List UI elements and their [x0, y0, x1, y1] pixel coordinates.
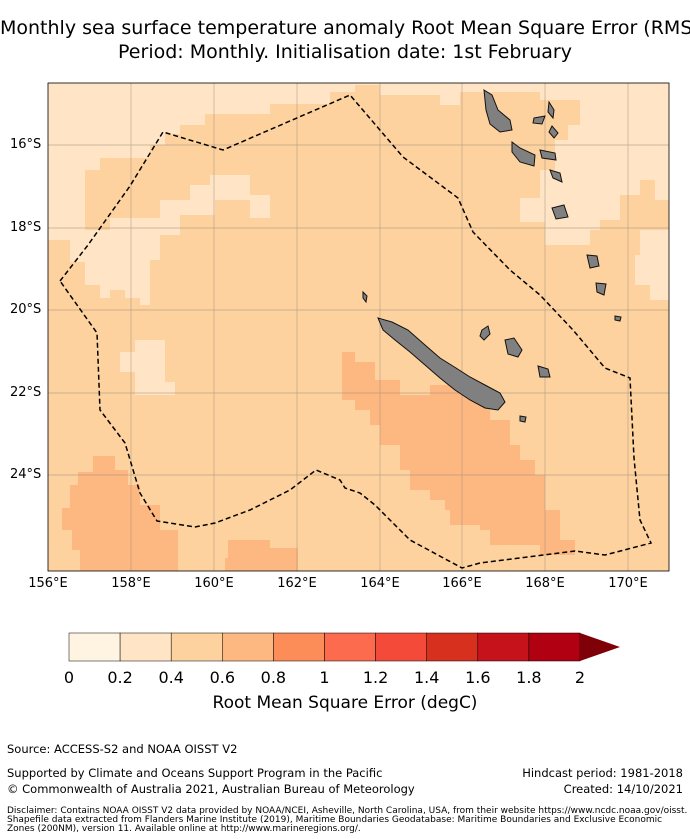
lat-label-20s: 20°S: [10, 302, 42, 317]
lon-label-162e: 162°E: [277, 576, 317, 591]
support-text: Supported by Climate and Oceans Support …: [7, 766, 383, 780]
graticule: [48, 83, 669, 571]
lon-label-170e: 170°E: [608, 576, 648, 591]
lon-label-156e: 156°E: [28, 576, 68, 591]
lon-label-160e: 160°E: [194, 576, 234, 591]
colorbar-bin: [273, 632, 325, 662]
colorbar-tick-label: 0.4: [158, 668, 184, 687]
high-rmse-region: [62, 352, 575, 571]
colorbar-tick-label: 1.8: [516, 668, 542, 687]
lon-label-168e: 168°E: [525, 576, 565, 591]
new-caledonia: [377, 317, 506, 411]
disclaimer-line-3: Zones (200NM), version 11. Available onl…: [7, 824, 361, 834]
colorbar-extend-arrow: [580, 633, 620, 661]
map-figure: [47, 82, 670, 662]
lat-label-16s: 16°S: [10, 137, 42, 152]
lat-label-18s: 18°S: [10, 220, 42, 235]
colorbar-bin: [170, 632, 223, 662]
colorbar-bin: [375, 632, 427, 662]
colorbar-bin: [528, 632, 581, 662]
colorbar-bin: [426, 632, 479, 662]
disclaimer-line-2: Shapefile data extracted from Flanders M…: [7, 815, 663, 825]
lon-label-166e: 166°E: [442, 576, 482, 591]
copyright-text: © Commonwealth of Australia 2021, Austra…: [7, 782, 415, 796]
colorbar-bin: [477, 632, 530, 662]
eez-boundary: [59, 94, 653, 569]
colorbar-tick-label: 2: [574, 668, 586, 687]
colorbar-tick-label: 0.8: [260, 668, 287, 687]
colorbar-tick-label: 0.2: [107, 668, 133, 687]
lon-label-158e: 158°E: [111, 576, 151, 591]
colorbar-tick-label: 0.6: [209, 668, 236, 687]
low-rmse-region: [48, 83, 669, 395]
colorbar-label: Root Mean Square Error (degC): [212, 693, 478, 713]
lat-label-24s: 24°S: [10, 467, 42, 482]
colorbar-tick-label: 1.2: [362, 668, 389, 687]
lat-label-22s: 22°S: [10, 385, 42, 400]
hindcast-period: Hindcast period: 1981-2018: [522, 766, 683, 780]
lon-label-164e: 164°E: [360, 576, 400, 591]
map-title: Monthly sea surface temperature anomaly …: [0, 17, 690, 39]
colorbar-tick-label: 1: [319, 668, 330, 687]
map-subtitle: Period: Monthly. Initialisation date: 1s…: [118, 41, 572, 63]
colorbar-bin: [324, 632, 376, 662]
colorbar: [68, 632, 581, 662]
source-text: Source: ACCESS-S2 and NOAA OISST V2: [7, 742, 238, 756]
land: [362, 89, 622, 423]
colorbar-bin: [119, 632, 172, 662]
colorbar-tick-label: 0: [63, 668, 75, 687]
disclaimer-line-1: Disclaimer: Contains NOAA OISST V2 data …: [7, 806, 687, 816]
colorbar-tick-label: 1.6: [465, 668, 491, 687]
colorbar-bin: [68, 632, 121, 662]
created-date: Created: 14/10/2021: [563, 782, 683, 796]
colorbar-bin: [222, 632, 274, 662]
colorbar-tick-label: 1.4: [413, 668, 440, 687]
